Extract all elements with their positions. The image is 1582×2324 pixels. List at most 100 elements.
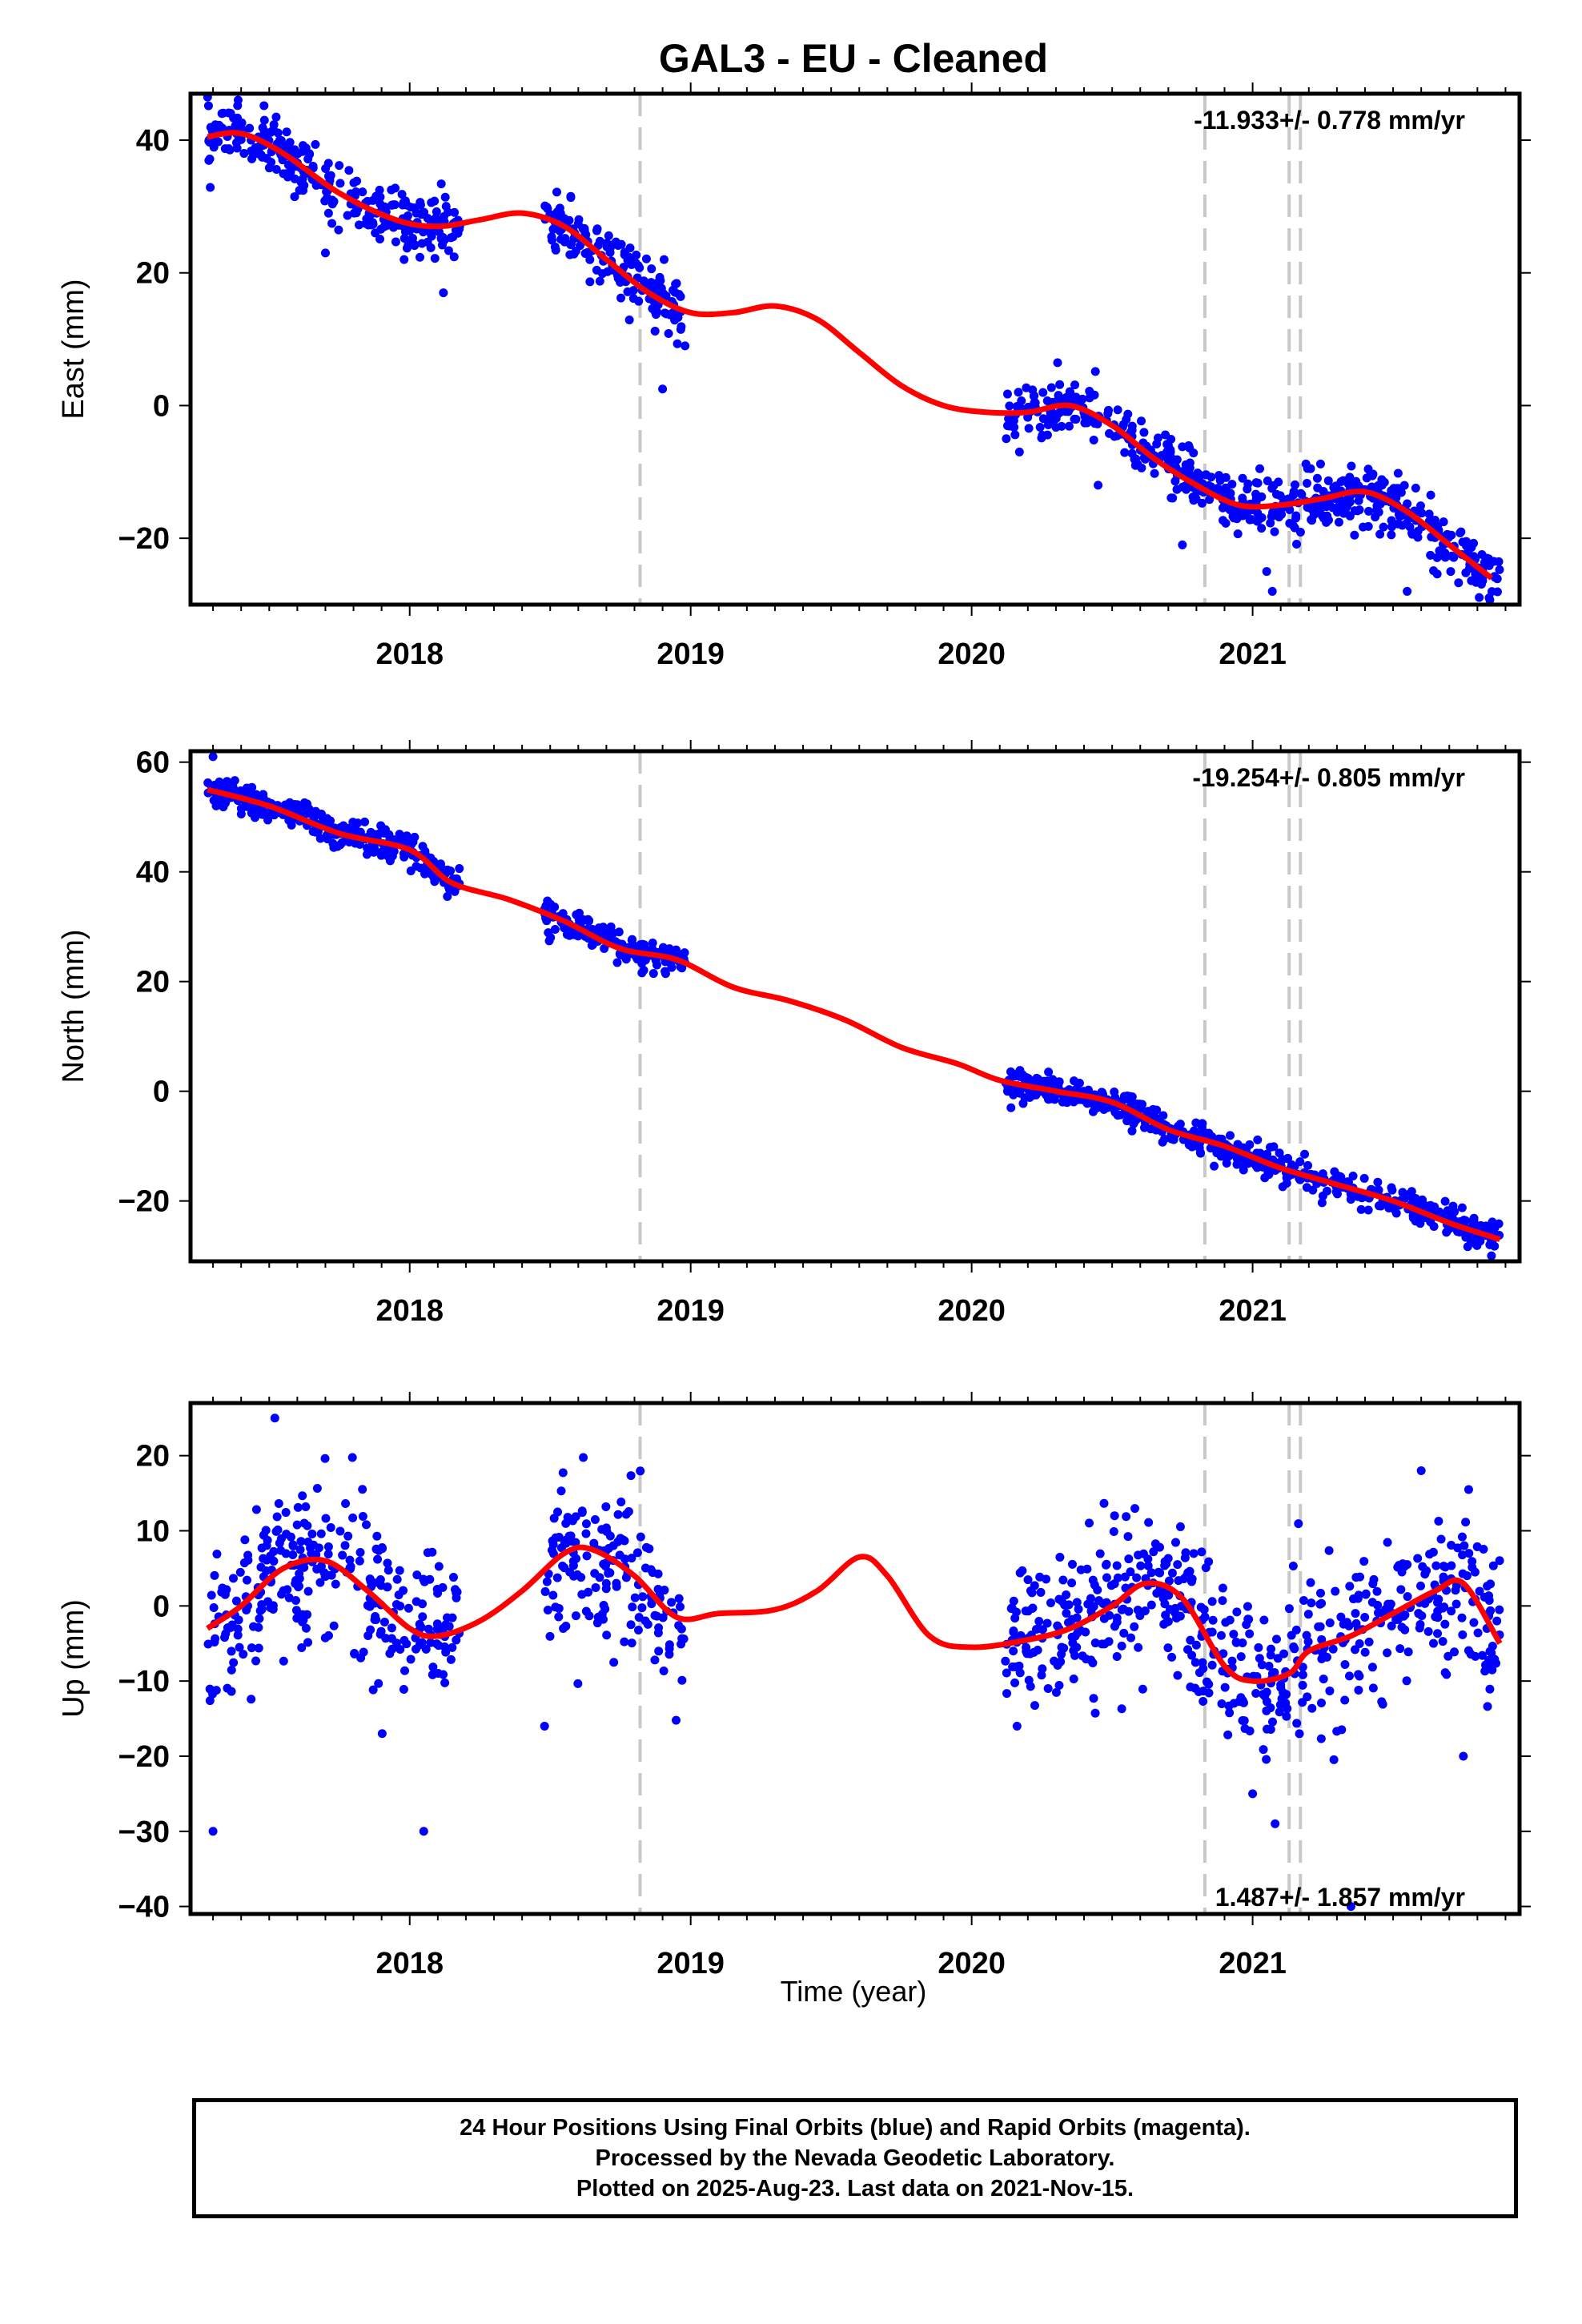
data-point	[242, 1575, 251, 1585]
data-point	[1417, 1611, 1427, 1621]
chart-title: GAL3 - EU - Cleaned	[658, 36, 1049, 81]
data-point	[1238, 1716, 1247, 1726]
data-point	[677, 1675, 687, 1685]
data-point	[1344, 1671, 1354, 1681]
y-tick-label: 0	[153, 1590, 170, 1623]
data-point	[383, 1566, 393, 1575]
data-point	[641, 254, 651, 263]
data-point	[568, 1556, 578, 1566]
data-point	[291, 1595, 300, 1605]
data-point	[448, 1642, 457, 1652]
data-point	[1435, 546, 1444, 556]
data-point	[1018, 1099, 1028, 1108]
data-point	[1483, 1702, 1492, 1711]
data-point	[604, 231, 613, 240]
data-point	[455, 864, 464, 874]
data-point	[1187, 1574, 1197, 1584]
data-point	[547, 232, 556, 242]
data-point	[1457, 1613, 1467, 1622]
data-point	[1354, 1686, 1363, 1695]
data-point	[442, 1613, 452, 1622]
data-point	[1024, 424, 1034, 433]
data-point	[1162, 440, 1172, 449]
data-point	[1028, 385, 1038, 395]
data-point	[1252, 1163, 1262, 1172]
y-tick-label: 20	[136, 966, 170, 999]
data-point	[1395, 512, 1404, 521]
data-point	[1146, 1600, 1156, 1610]
data-point	[613, 1510, 623, 1519]
y-tick-label: 60	[136, 746, 170, 780]
data-point	[1464, 1485, 1473, 1494]
data-point	[1319, 1675, 1328, 1684]
y-axis-title: East (mm)	[57, 279, 90, 419]
data-point	[1063, 1618, 1073, 1627]
data-point	[565, 927, 575, 936]
data-point	[1495, 1605, 1504, 1614]
data-point	[1219, 1649, 1228, 1659]
data-point	[348, 1513, 358, 1522]
data-point	[1266, 1651, 1275, 1660]
footer-caption-box: 24 Hour Positions Using Final Orbits (bl…	[192, 2098, 1518, 2218]
data-point	[1285, 505, 1295, 514]
data-point	[288, 1550, 298, 1559]
data-point	[1110, 1579, 1119, 1589]
data-point	[1277, 1694, 1287, 1703]
data-point	[1043, 1683, 1053, 1693]
data-point	[605, 1568, 615, 1578]
data-point	[1399, 480, 1409, 490]
data-point	[420, 207, 429, 217]
data-point	[450, 207, 460, 217]
data-point	[1429, 1222, 1439, 1232]
data-point	[1186, 1140, 1196, 1150]
data-point	[432, 1584, 442, 1594]
data-point	[1227, 1656, 1237, 1666]
data-point	[387, 1623, 396, 1633]
data-point	[1336, 1612, 1346, 1622]
data-point	[236, 809, 246, 818]
data-point	[590, 1515, 600, 1525]
data-point	[1031, 1625, 1041, 1634]
data-point	[601, 1526, 611, 1535]
data-point	[578, 915, 588, 924]
data-point	[1255, 1654, 1264, 1663]
data-point	[1127, 421, 1137, 431]
data-point	[1415, 1619, 1425, 1629]
data-point	[228, 1574, 238, 1583]
data-point	[588, 940, 597, 950]
data-point	[1383, 1538, 1392, 1547]
data-point	[1468, 1217, 1478, 1227]
data-point	[1002, 389, 1012, 399]
data-point	[1254, 1642, 1263, 1652]
data-point	[377, 203, 387, 213]
data-point	[1029, 1647, 1038, 1657]
data-point	[1415, 1581, 1425, 1590]
data-point	[1046, 383, 1056, 392]
y-tick-label: −20	[118, 1740, 170, 1774]
data-point	[343, 211, 352, 220]
data-point	[620, 1637, 629, 1647]
data-point	[1138, 1684, 1147, 1694]
data-point	[295, 1545, 305, 1554]
data-point	[1185, 458, 1195, 468]
data-point	[1428, 1638, 1438, 1648]
data-point	[1294, 1519, 1303, 1529]
data-point	[1005, 401, 1014, 411]
data-point	[1195, 1148, 1205, 1157]
data-point	[1440, 1196, 1450, 1206]
data-point	[1086, 1655, 1096, 1665]
data-point	[315, 1578, 325, 1587]
data-point	[581, 1529, 591, 1538]
data-point	[1010, 1614, 1020, 1623]
data-point	[360, 817, 370, 826]
data-point	[1434, 1516, 1443, 1526]
data-point	[383, 1558, 392, 1568]
data-point	[643, 1619, 652, 1629]
data-point	[1042, 430, 1052, 440]
data-point	[1322, 1652, 1331, 1662]
data-point	[207, 1590, 216, 1600]
data-point	[309, 1540, 319, 1550]
data-point	[1023, 1606, 1033, 1616]
data-point	[1255, 464, 1265, 473]
data-point	[1089, 1694, 1098, 1703]
